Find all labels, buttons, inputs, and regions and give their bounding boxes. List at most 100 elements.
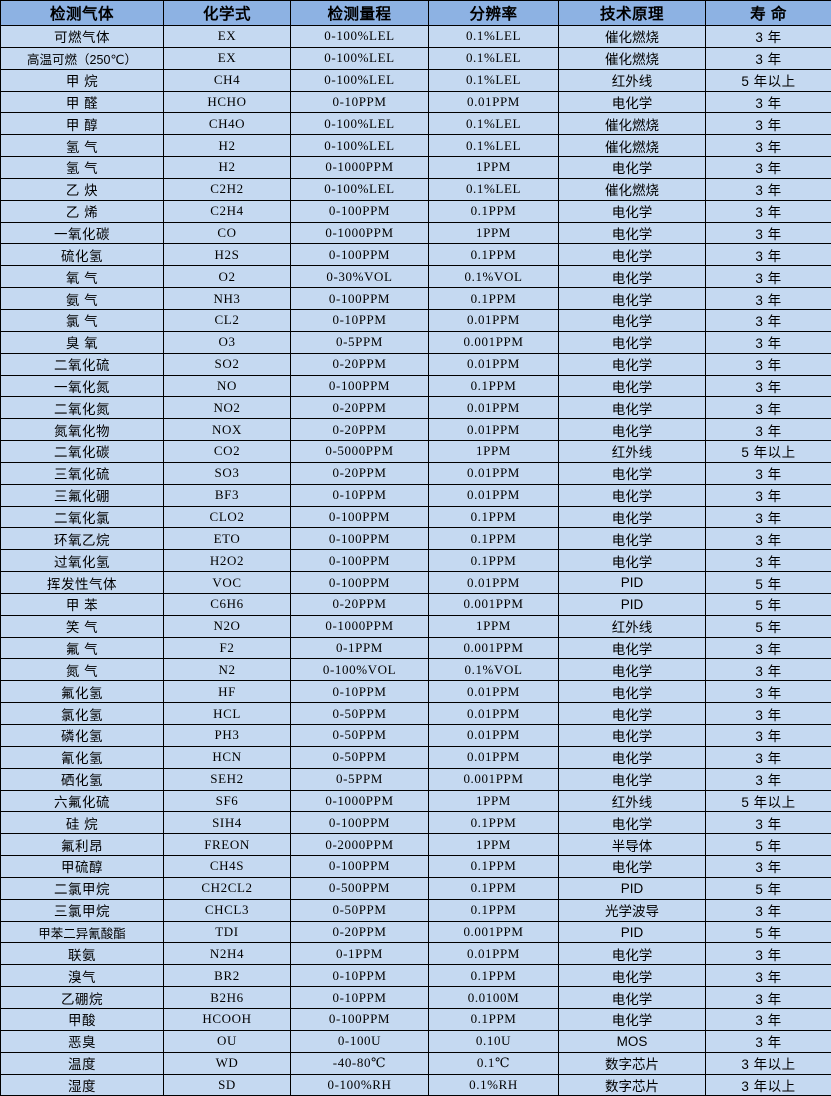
cell-lifetime: 3 年 <box>706 1030 831 1052</box>
cell-resolution: 0.01PPM <box>429 91 559 113</box>
cell-technology: 电化学 <box>559 462 706 484</box>
cell-gas-name: 氨 气 <box>1 288 164 310</box>
cell-gas-name: 氯 气 <box>1 309 164 331</box>
cell-resolution: 0.1PPM <box>429 244 559 266</box>
cell-resolution: 0.1PPM <box>429 550 559 572</box>
cell-resolution: 0.1PPM <box>429 899 559 921</box>
cell-formula: EX <box>164 26 291 48</box>
cell-technology: 电化学 <box>559 987 706 1009</box>
cell-gas-name: 六氟化硫 <box>1 790 164 812</box>
cell-range: 0-50PPM <box>291 899 429 921</box>
cell-resolution: 0.1PPM <box>429 812 559 834</box>
cell-range: 0-20PPM <box>291 593 429 615</box>
cell-lifetime: 3 年 <box>706 768 831 790</box>
cell-technology: 催化燃烧 <box>559 135 706 157</box>
cell-formula: SF6 <box>164 790 291 812</box>
cell-formula: ETO <box>164 528 291 550</box>
cell-gas-name: 甲 醇 <box>1 113 164 135</box>
cell-resolution: 0.1PPM <box>429 288 559 310</box>
cell-technology: 红外线 <box>559 441 706 463</box>
cell-technology: 电化学 <box>559 309 706 331</box>
cell-formula: SD <box>164 1074 291 1096</box>
cell-gas-name: 恶臭 <box>1 1030 164 1052</box>
cell-lifetime: 3 年 <box>706 725 831 747</box>
cell-lifetime: 3 年 <box>706 200 831 222</box>
cell-gas-name: 磷化氢 <box>1 725 164 747</box>
cell-range: 0-10PPM <box>291 309 429 331</box>
cell-lifetime: 3 年 <box>706 309 831 331</box>
cell-technology: 电化学 <box>559 528 706 550</box>
cell-lifetime: 3 年 <box>706 1008 831 1030</box>
cell-gas-name: 氧 气 <box>1 266 164 288</box>
cell-resolution: 0.01PPM <box>429 419 559 441</box>
cell-technology: 电化学 <box>559 222 706 244</box>
cell-technology: 数字芯片 <box>559 1052 706 1074</box>
cell-resolution: 0.1PPM <box>429 877 559 899</box>
cell-resolution: 0.1PPM <box>429 375 559 397</box>
cell-gas-name: 氢 气 <box>1 157 164 179</box>
cell-formula: CH4 <box>164 69 291 91</box>
cell-resolution: 0.1%VOL <box>429 266 559 288</box>
cell-formula: O3 <box>164 331 291 353</box>
cell-gas-name: 二氧化碳 <box>1 441 164 463</box>
cell-resolution: 1PPM <box>429 615 559 637</box>
cell-gas-name: 过氧化氢 <box>1 550 164 572</box>
cell-resolution: 1PPM <box>429 157 559 179</box>
cell-range: 0-10PPM <box>291 681 429 703</box>
cell-technology: 电化学 <box>559 244 706 266</box>
cell-range: 0-10PPM <box>291 987 429 1009</box>
cell-formula: SEH2 <box>164 768 291 790</box>
cell-technology: 电化学 <box>559 725 706 747</box>
cell-gas-name: 甲 烷 <box>1 69 164 91</box>
cell-gas-name: 一氧化氮 <box>1 375 164 397</box>
cell-resolution: 0.01PPM <box>429 397 559 419</box>
cell-lifetime: 3 年 <box>706 288 831 310</box>
cell-gas-name: 二氧化氮 <box>1 397 164 419</box>
cell-technology: 电化学 <box>559 375 706 397</box>
cell-gas-name: 三氧化硫 <box>1 462 164 484</box>
cell-technology: 电化学 <box>559 703 706 725</box>
cell-resolution: 1PPM <box>429 790 559 812</box>
cell-lifetime: 3 年 <box>706 987 831 1009</box>
cell-range: 0-100PPM <box>291 244 429 266</box>
cell-technology: 电化学 <box>559 91 706 113</box>
column-header-resolution: 分辨率 <box>429 1 559 26</box>
cell-gas-name: 乙 炔 <box>1 178 164 200</box>
cell-resolution: 0.001PPM <box>429 593 559 615</box>
cell-lifetime: 5 年 <box>706 615 831 637</box>
cell-gas-name: 笑 气 <box>1 615 164 637</box>
cell-resolution: 0.10U <box>429 1030 559 1052</box>
cell-range: 0-50PPM <box>291 746 429 768</box>
cell-technology: 电化学 <box>559 637 706 659</box>
cell-range: 0-1PPM <box>291 943 429 965</box>
cell-lifetime: 5 年 <box>706 877 831 899</box>
cell-resolution: 0.01PPM <box>429 309 559 331</box>
cell-technology: 催化燃烧 <box>559 113 706 135</box>
cell-technology: 光学波导 <box>559 899 706 921</box>
cell-range: 0-10PPM <box>291 965 429 987</box>
cell-gas-name: 甲苯二异氰酸酯 <box>1 921 164 943</box>
cell-gas-name: 湿度 <box>1 1074 164 1096</box>
cell-lifetime: 3 年 <box>706 26 831 48</box>
cell-range: 0-1000PPM <box>291 615 429 637</box>
cell-range: 0-100PPM <box>291 375 429 397</box>
cell-formula: H2S <box>164 244 291 266</box>
cell-gas-name: 环氧乙烷 <box>1 528 164 550</box>
cell-gas-name: 甲硫醇 <box>1 856 164 878</box>
column-header-lifetime: 寿 命 <box>706 1 831 26</box>
cell-technology: 电化学 <box>559 659 706 681</box>
